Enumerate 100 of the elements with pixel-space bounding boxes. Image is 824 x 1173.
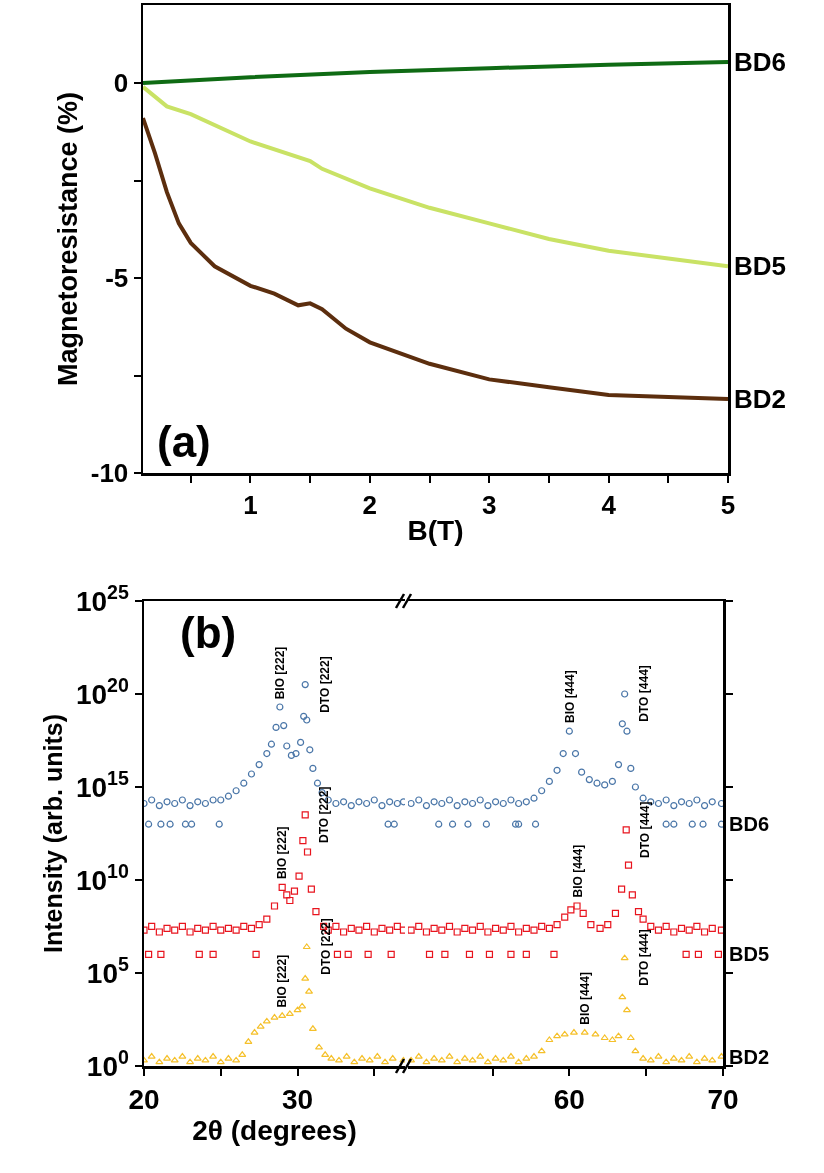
point [178, 922, 186, 930]
point [280, 722, 288, 730]
point [209, 922, 217, 930]
point [393, 922, 401, 930]
point [624, 861, 633, 869]
point [608, 777, 616, 785]
point [408, 799, 415, 808]
point [217, 796, 225, 804]
point [580, 1028, 589, 1035]
point [522, 798, 530, 806]
point [614, 1032, 623, 1039]
point [148, 796, 156, 804]
point [186, 802, 194, 810]
point [378, 802, 386, 810]
point [482, 820, 490, 828]
point [692, 1058, 701, 1065]
point [682, 950, 690, 958]
point [163, 798, 171, 806]
point [617, 885, 626, 893]
point [604, 921, 612, 929]
point [708, 1056, 717, 1063]
point [370, 796, 378, 804]
point [677, 1056, 686, 1063]
point [565, 727, 573, 735]
point [299, 837, 307, 845]
point [148, 922, 156, 930]
point [545, 777, 553, 785]
point [618, 720, 626, 728]
point [484, 928, 492, 936]
point [461, 924, 469, 932]
point [301, 811, 309, 819]
point [553, 766, 561, 774]
point [453, 802, 461, 810]
point [662, 922, 670, 930]
point [569, 1028, 579, 1035]
point [596, 924, 604, 932]
point [301, 681, 309, 689]
annotation: DTO [222] [317, 786, 332, 844]
point [507, 922, 515, 930]
point [700, 802, 709, 810]
point [350, 1058, 359, 1065]
point [295, 872, 303, 880]
point [384, 820, 392, 828]
point [278, 883, 286, 891]
y-tick-label: -10 [90, 458, 129, 489]
point [276, 703, 284, 711]
point [347, 802, 355, 810]
point [201, 799, 210, 808]
point [585, 776, 593, 784]
point [714, 950, 722, 958]
point [216, 1058, 225, 1065]
point [662, 1058, 671, 1065]
point [240, 922, 248, 930]
point [263, 749, 271, 758]
point [708, 798, 716, 806]
point [380, 1058, 390, 1065]
annotation: DTO [222] [317, 656, 332, 713]
point [232, 1056, 241, 1063]
point [247, 924, 256, 932]
point [634, 908, 643, 916]
point [468, 926, 477, 934]
x-tick-label: 30 [281, 1084, 314, 1116]
point [537, 1047, 546, 1054]
point [363, 799, 371, 808]
point [347, 924, 355, 932]
point [195, 950, 203, 958]
y-axis-title: Intensity (arb. units) [39, 714, 68, 953]
point [297, 738, 305, 746]
annotation: DTO [444] [636, 665, 651, 722]
y-tick-label: 10$^{10}$ [75, 860, 129, 896]
x-tick-label: 2 [362, 489, 378, 520]
point [453, 928, 461, 936]
point [639, 915, 647, 923]
point [445, 922, 454, 930]
point [468, 799, 477, 808]
point [522, 950, 530, 958]
point [386, 926, 394, 934]
point [339, 798, 348, 806]
point [545, 924, 553, 932]
point [464, 820, 472, 828]
point [215, 820, 223, 828]
annotation: (a) [157, 417, 211, 466]
point [287, 751, 295, 759]
point [453, 1058, 462, 1065]
annotation: BIO [222] [274, 954, 289, 1008]
x-axis-title: 2θ (degrees) [192, 1115, 357, 1147]
point [334, 1056, 344, 1063]
point [232, 926, 240, 934]
point [531, 820, 540, 828]
point [283, 891, 291, 899]
point [600, 1034, 609, 1041]
point [355, 798, 363, 806]
point [693, 922, 701, 930]
point [178, 796, 186, 804]
point [145, 820, 153, 828]
point [708, 924, 716, 932]
point [717, 820, 723, 828]
point [601, 781, 609, 789]
point [163, 924, 171, 932]
point [571, 749, 580, 758]
